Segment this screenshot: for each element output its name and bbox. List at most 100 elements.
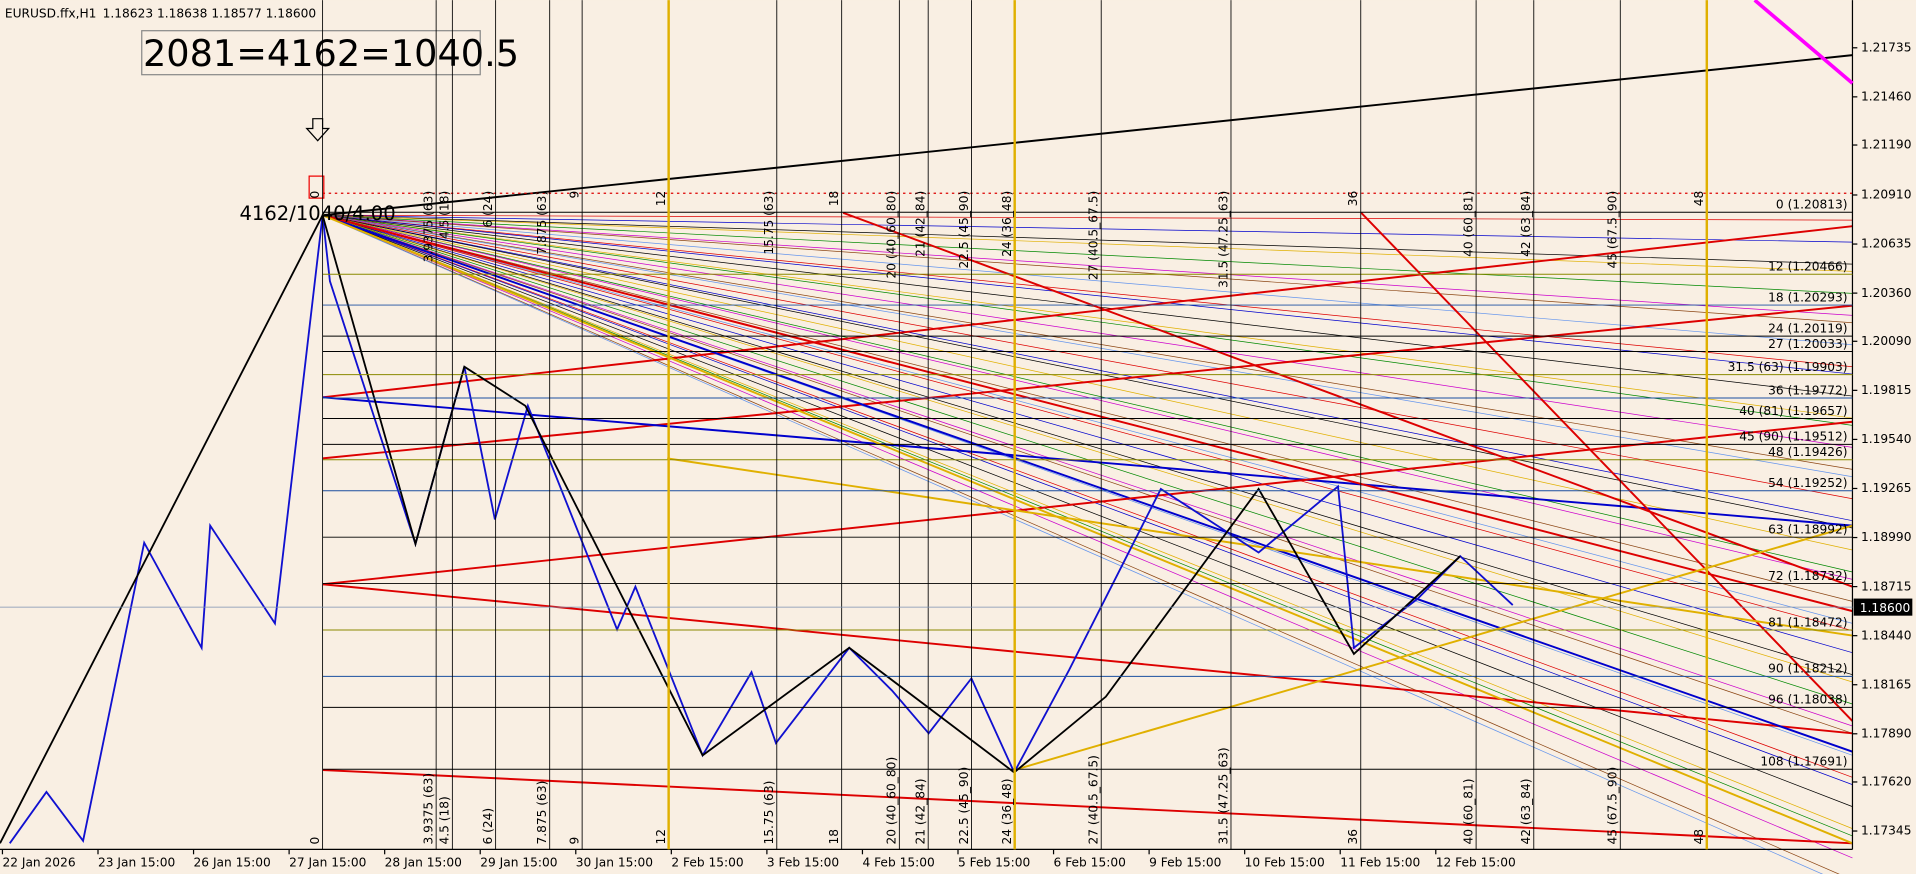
fan-line (322, 214, 1853, 734)
fan-line (322, 214, 1853, 778)
price-tick-label: 1.17345 (1861, 824, 1911, 838)
gann-line (322, 214, 1853, 613)
fan-line (322, 214, 1853, 221)
price-tick-label: 1.21735 (1861, 40, 1911, 54)
cycle-label-top: 24 (36_48) (1000, 191, 1014, 257)
fan-line (322, 214, 1853, 426)
level-label: 72 (1.18732) (1768, 569, 1847, 583)
time-label: 3 Feb 15:00 (767, 856, 839, 870)
fan-line (322, 214, 1853, 478)
level-label: 0 (1.20813) (1776, 198, 1848, 212)
formula: 2081=4162=1040.5 (143, 32, 519, 75)
gann-line (842, 211, 1853, 588)
price-tick-label: 1.21190 (1861, 138, 1911, 152)
current-price-box (1853, 598, 1913, 616)
fan-line (322, 214, 1853, 500)
fan-line (322, 214, 1853, 859)
time-label: 10 Feb 15:00 (1245, 856, 1325, 870)
fan-line (322, 214, 1824, 874)
time-label: 27 Jan 15:00 (289, 856, 366, 870)
price-tick-label: 1.20090 (1861, 334, 1911, 348)
fan-line (322, 214, 1853, 397)
gann-line (322, 769, 1853, 845)
cycle-label-top: 6 (24) (481, 191, 495, 228)
gann-line (1013, 524, 1853, 771)
fan-line (322, 214, 1853, 785)
fan-line (322, 214, 1853, 316)
cycle-label-top: 15.75 (63) (762, 191, 776, 255)
pivot-label: 4162/1040/4.00 (240, 202, 396, 225)
fan-line (322, 214, 1853, 346)
zigzag (0, 212, 1461, 844)
cycle-label-bottom: 3.9375 (63) (421, 773, 435, 845)
time-label: 28 Jan 15:00 (385, 856, 462, 870)
drawings (0, 54, 1854, 874)
price-tick-label: 1.19540 (1861, 432, 1911, 446)
price-tick-label: 1.18165 (1861, 677, 1911, 691)
price-tick-label: 1.17620 (1861, 775, 1911, 789)
level-label: 24 (1.20119) (1768, 321, 1847, 335)
time-label: 9 Feb 15:00 (1149, 856, 1221, 870)
fan-line (322, 214, 1853, 727)
time-label: 6 Feb 15:00 (1054, 856, 1126, 870)
cycle-label-top: 27 (40.5_67.5) (1087, 191, 1101, 280)
gann-line (322, 225, 1853, 399)
cycle-label-top: 7.875 (63) (535, 191, 549, 255)
time-label: 12 Feb 15:00 (1436, 856, 1516, 870)
cycle-label-bottom: 45 (67.5_90) (1606, 767, 1620, 845)
cycle-label-bottom: 31.5 (47.25_63) (1216, 747, 1230, 844)
level-label: 45 (90) (1.19512) (1739, 430, 1847, 444)
cycle-label-top: 12 (654, 191, 668, 207)
fan-line (322, 214, 1853, 522)
level-label: 96 (1.18038) (1768, 693, 1847, 707)
cycle-label-top: 0 (308, 191, 322, 199)
price-tick-label: 1.20910 (1861, 188, 1911, 202)
cycle-label-top: 4.5 (18) (438, 191, 452, 239)
trend-line (1753, 0, 1854, 85)
price-tick-label: 1.19815 (1861, 383, 1911, 397)
time-label: 4 Feb 15:00 (862, 856, 934, 870)
cycle-label-top: 45 (67.5_90) (1606, 191, 1620, 269)
price-tick-label: 1.18990 (1861, 530, 1911, 544)
fan-line (322, 214, 1853, 470)
level-label: 108 (1.17691) (1760, 755, 1847, 769)
fan-line (322, 214, 1853, 448)
time-label: 26 Jan 15:00 (194, 856, 271, 870)
cycle-label-bottom: 42 (63_84) (1519, 778, 1533, 844)
fan-line (322, 214, 1853, 654)
gann-line (322, 214, 1853, 845)
time-label: 22 Jan 2026 (2, 856, 75, 870)
cycle-label-top: 31.5 (47.25_63) (1216, 191, 1230, 288)
level-label: 63 (1.18992) (1768, 523, 1847, 537)
fan-line (322, 214, 1853, 272)
cycle-label-bottom: 6 (24) (481, 808, 495, 845)
level-label: 31.5 (63) (1.19903) (1728, 360, 1848, 374)
fan-line (322, 214, 1853, 243)
fan-line (322, 214, 1853, 683)
level-label: 12 (1.20466) (1768, 260, 1847, 274)
time-label: 30 Jan 15:00 (576, 856, 653, 870)
cycle-label-top: 20 (40_60_80) (885, 191, 899, 279)
fan-line (322, 214, 1853, 529)
fan-line (322, 214, 1853, 632)
price-tick-label: 1.18440 (1861, 628, 1911, 642)
fan-line (322, 214, 1853, 368)
price-tick-label: 1.20635 (1861, 237, 1911, 251)
cycle-label-top: 9 (567, 191, 581, 199)
gann-line (1360, 212, 1854, 722)
price-tick-label: 1.20360 (1861, 286, 1911, 300)
time-label: 23 Jan 15:00 (98, 856, 175, 870)
cycle-label-bottom: 15.75 (63) (762, 781, 776, 845)
cycle-label-top: 48 (1692, 191, 1706, 207)
gann-line (322, 304, 1853, 460)
level-label: 40 (81) (1.19657) (1739, 404, 1847, 418)
pivot-marker (308, 175, 325, 199)
cycle-label-bottom: 48 (1692, 829, 1706, 845)
fan-line (322, 214, 1853, 294)
gann-line (667, 457, 1853, 637)
fan-line (322, 214, 1853, 419)
cycle-label-bottom: 4.5 (18) (438, 796, 452, 844)
price-tick-label: 1.21460 (1861, 90, 1911, 104)
level-label: 90 (1.18212) (1768, 662, 1847, 676)
time-label: 2 Feb 15:00 (671, 856, 743, 870)
